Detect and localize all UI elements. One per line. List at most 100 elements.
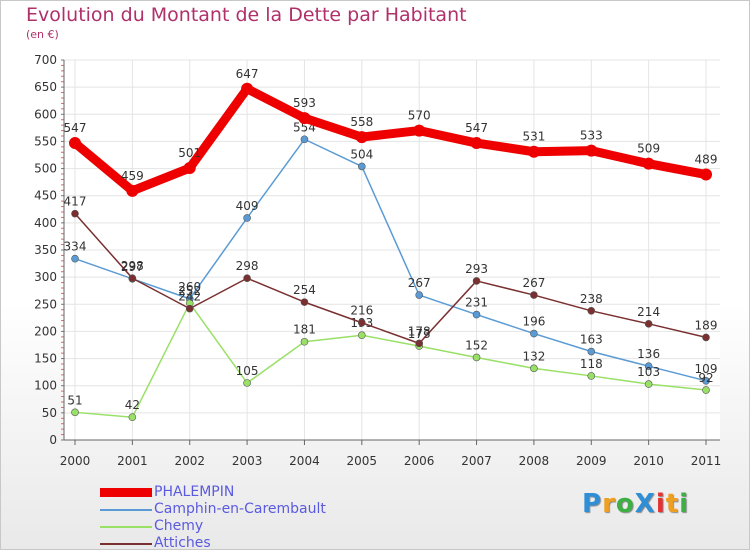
series-line-chemy	[74, 302, 707, 418]
legend-swatch	[100, 543, 152, 545]
data-label: 178	[408, 324, 431, 338]
y-tick-label: 600	[34, 107, 57, 121]
data-point	[644, 362, 653, 370]
data-label: 267	[522, 276, 545, 290]
x-tick-label: 2004	[289, 454, 320, 468]
data-point	[183, 162, 196, 175]
data-label: 252	[178, 284, 201, 298]
data-point	[126, 184, 139, 197]
x-tick-label: 2008	[519, 454, 550, 468]
data-label: 136	[637, 347, 660, 361]
data-point	[472, 310, 481, 319]
data-label: 42	[125, 398, 140, 412]
data-point	[128, 274, 137, 283]
data-point	[185, 304, 194, 313]
data-point	[530, 364, 538, 373]
data-label: 501	[178, 146, 201, 160]
data-label: 181	[293, 323, 316, 337]
data-point	[298, 112, 311, 125]
legend-label: Attiches	[154, 535, 211, 551]
y-tick-label: 0	[49, 433, 57, 447]
data-label: 216	[350, 304, 373, 318]
y-tick-label: 200	[34, 324, 57, 338]
data-label: 109	[695, 362, 718, 376]
data-label: 105	[236, 364, 259, 378]
data-label: 189	[695, 318, 718, 332]
data-point	[702, 386, 710, 394]
legend-swatch	[100, 488, 152, 497]
data-label: 242	[178, 290, 201, 304]
chart-title: Evolution du Montant de la Dette par Hab…	[26, 4, 467, 26]
data-point	[702, 333, 710, 342]
x-tick-label: 2001	[117, 454, 148, 468]
data-point	[128, 413, 137, 422]
data-label: 51	[67, 393, 82, 407]
data-point	[413, 124, 426, 137]
x-tick-label: 2000	[60, 454, 91, 468]
data-label: 260	[178, 280, 201, 294]
data-label: 293	[465, 262, 488, 276]
data-label: 298	[236, 259, 259, 273]
data-point	[358, 162, 366, 171]
data-point	[71, 254, 79, 263]
data-point	[470, 137, 483, 150]
data-label: 196	[522, 315, 545, 329]
data-point	[355, 131, 368, 144]
data-label: 489	[695, 153, 718, 167]
data-point	[358, 331, 366, 340]
data-point	[300, 135, 309, 144]
data-label: 459	[121, 169, 144, 183]
x-tick-label: 2005	[347, 454, 378, 468]
data-label: 547	[64, 121, 87, 135]
data-point	[300, 298, 309, 306]
data-label: 531	[522, 130, 545, 144]
data-point	[472, 353, 481, 362]
data-label: 132	[522, 349, 545, 363]
data-label: 214	[637, 305, 660, 319]
x-tick-label: 2011	[691, 454, 722, 468]
data-point	[530, 329, 538, 338]
data-label: 570	[408, 109, 431, 123]
data-label: 297	[121, 260, 144, 274]
x-tick-label: 2002	[174, 454, 205, 468]
series-line-camphin-en-carembault	[74, 138, 707, 382]
y-tick-label: 700	[34, 53, 57, 67]
series-line-attiches	[74, 213, 707, 345]
data-label: 409	[236, 199, 259, 213]
data-label: 103	[637, 365, 660, 379]
data-point	[71, 209, 79, 218]
y-tick-label: 500	[34, 162, 57, 176]
data-point	[530, 291, 538, 299]
data-point	[69, 137, 81, 150]
y-tick-label: 450	[34, 189, 57, 203]
data-label: 238	[580, 292, 603, 306]
data-label: 533	[580, 129, 603, 143]
data-label: 417	[64, 195, 87, 209]
y-tick-label: 400	[34, 216, 57, 230]
data-point	[243, 274, 251, 283]
line-chart: 0 50 100 150 200 250 300 350 400 450 500 550 600 650 7…	[34, 53, 722, 468]
data-point	[358, 318, 366, 327]
data-point	[644, 380, 653, 388]
data-point	[243, 379, 251, 387]
y-tick-label: 650	[34, 80, 57, 94]
y-tick-label: 550	[34, 134, 57, 148]
y-tick-label: 250	[34, 297, 57, 311]
data-point	[527, 145, 540, 158]
y-tick-label: 50	[42, 406, 57, 420]
legend-swatch	[100, 509, 152, 511]
data-label: 254	[293, 283, 316, 297]
legend-label: Chemy	[154, 518, 204, 534]
data-label: 152	[465, 338, 488, 352]
data-point	[415, 291, 423, 299]
y-tick-label: 100	[34, 379, 57, 393]
data-label: 298	[121, 259, 144, 273]
data-point	[415, 339, 423, 348]
data-label: 509	[637, 142, 660, 156]
data-point	[702, 377, 710, 385]
data-point	[644, 320, 653, 328]
data-label: 231	[465, 296, 488, 310]
legend-label: PHALEMPIN	[154, 484, 235, 500]
data-point	[300, 337, 309, 346]
data-label: 267	[408, 276, 431, 290]
